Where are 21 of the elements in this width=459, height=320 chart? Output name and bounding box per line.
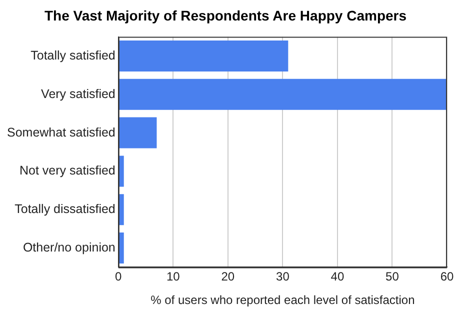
y-tick-label: Not very satisfied: [20, 164, 116, 178]
bar: [118, 194, 124, 226]
y-tick-label: Other/no opinion: [22, 240, 116, 254]
bar: [118, 232, 124, 264]
bar: [118, 40, 288, 72]
x-tick-label: 40: [330, 270, 344, 284]
bar: [118, 78, 447, 110]
x-axis-title: % of users who reported each level of satisfaction: [150, 293, 415, 308]
y-tick-label: Totally satisfied: [30, 48, 116, 62]
x-tick-label: 20: [221, 270, 235, 284]
y-tick-label: Very satisfied: [41, 86, 116, 101]
x-tick-label: 50: [386, 270, 400, 284]
x-tick-label: 60: [440, 270, 454, 284]
x-tick-label: 30: [276, 270, 290, 284]
chart-title: The Vast Majority of Respondents Are Happy Campers: [44, 7, 407, 24]
y-tick-label: Somewhat satisfied: [6, 125, 116, 140]
y-tick-label: Totally dissatisfied: [14, 202, 116, 216]
x-tick-label: 10: [166, 270, 180, 284]
bar: [118, 117, 157, 148]
bar: [118, 156, 124, 187]
x-tick-label: 0: [115, 270, 122, 284]
